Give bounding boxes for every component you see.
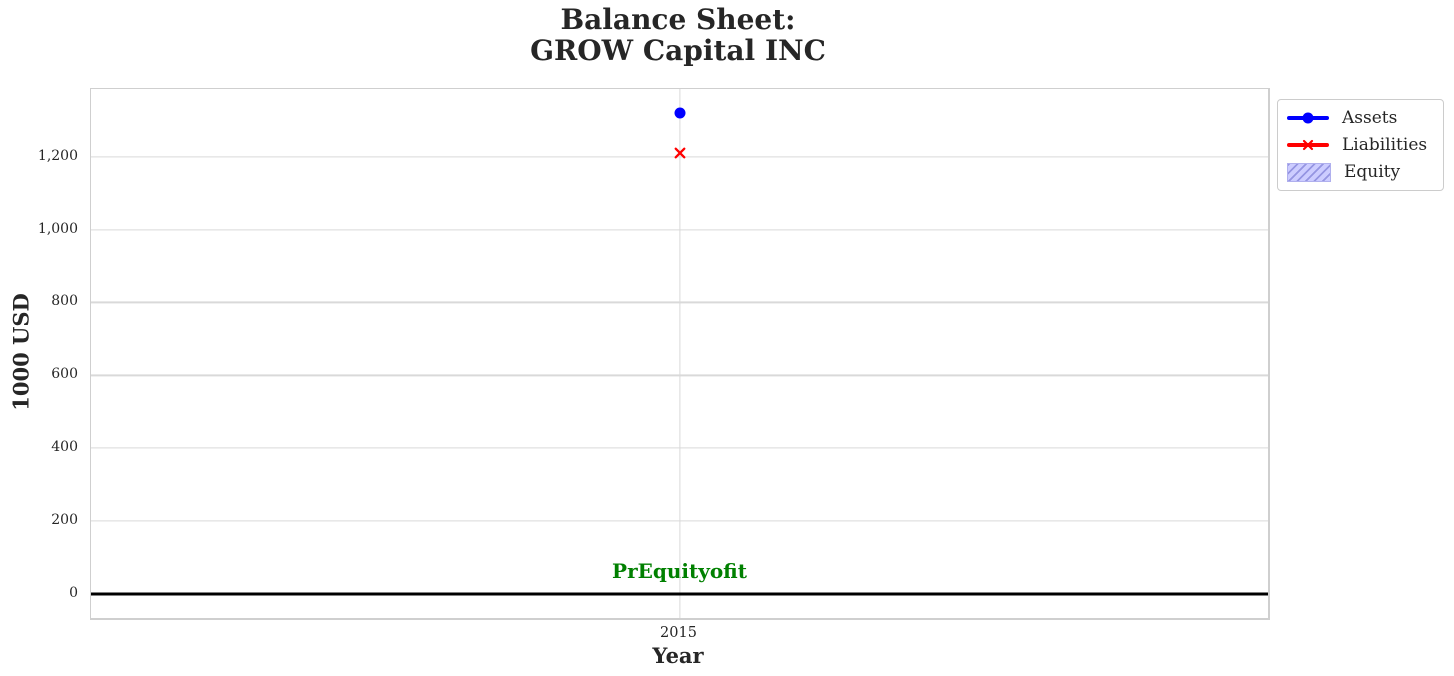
assets-circle-marker-icon	[1302, 112, 1314, 124]
legend: Assets Liabilities Equity	[1277, 99, 1444, 191]
liabilities-marker	[673, 147, 686, 160]
chart-title: Balance Sheet: GROW Capital INC	[530, 3, 826, 67]
legend-label-assets: Assets	[1342, 108, 1398, 128]
y-tick-label: 200	[51, 512, 78, 529]
liabilities-line-swatch	[1287, 139, 1329, 151]
gridline-x-2015	[678, 89, 681, 618]
x-axis-label: Year	[652, 643, 704, 668]
liabilities-x-marker-icon	[1302, 139, 1314, 151]
zero-line	[91, 592, 1268, 596]
y-tick-label: 800	[51, 293, 78, 310]
y-tick-label: 1,000	[37, 220, 78, 237]
legend-label-liabilities: Liabilities	[1342, 135, 1428, 155]
y-tick-label: 600	[51, 366, 78, 383]
equity-hatch-swatch	[1287, 162, 1331, 182]
x-axis-tick-labels: 2015	[90, 625, 1267, 643]
y-tick-label: 0	[69, 584, 78, 601]
legend-item-liabilities: Liabilities	[1287, 134, 1434, 156]
plot-area: PrEquityofit	[90, 88, 1270, 620]
x-tick-label: 2015	[660, 625, 697, 641]
assets-line-swatch	[1287, 112, 1329, 124]
y-tick-label: 400	[51, 439, 78, 456]
legend-item-assets: Assets	[1287, 107, 1434, 129]
assets-marker	[674, 107, 685, 119]
legend-label-equity: Equity	[1344, 162, 1401, 182]
legend-item-equity: Equity	[1287, 161, 1434, 183]
y-axis-tick-labels: 0 200 400 600 800 1,000 1,200	[0, 88, 79, 617]
y-tick-label: 1,200	[37, 147, 78, 164]
